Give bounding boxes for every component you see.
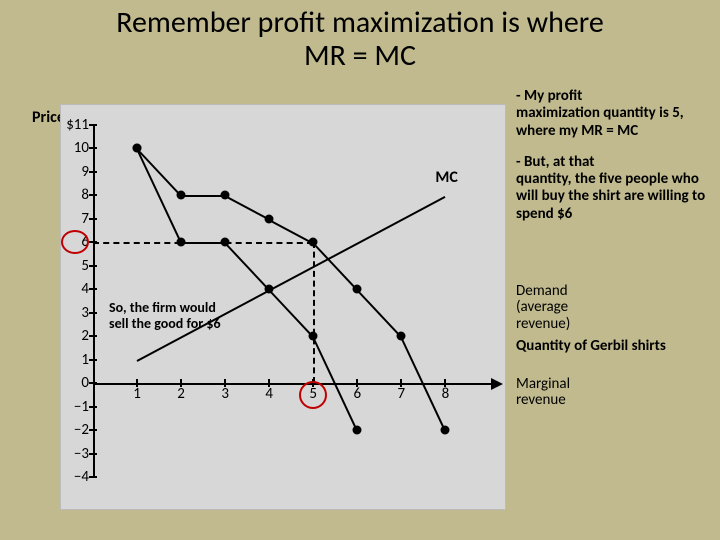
mr-line1: Marginal	[516, 375, 570, 393]
demand-point	[221, 191, 230, 200]
marginal-revenue-line	[224, 243, 270, 291]
x-tick-mark	[400, 379, 402, 387]
demand-line2: (average	[516, 298, 568, 316]
y-tick-mark	[89, 312, 97, 314]
demand-point	[441, 426, 450, 435]
y-tick-mark	[89, 382, 97, 384]
x-tick-mark	[268, 379, 270, 387]
y-axis	[93, 125, 95, 477]
title-line1: Remember profit maximization is where	[0, 6, 720, 39]
x-tick-mark	[136, 379, 138, 387]
demand-line3: revenue)	[516, 315, 570, 333]
y-tick-mark	[89, 124, 97, 126]
chart-panel: $11109876543210−1−2−3−412345678So, the f…	[60, 104, 506, 510]
note-p2b: quantity, the five people who will buy t…	[516, 170, 705, 223]
marginal-revenue-line	[136, 149, 182, 244]
marginal-revenue-line	[268, 290, 314, 338]
demand-point	[397, 332, 406, 341]
mr-point	[353, 426, 362, 435]
circle-quantity-5	[299, 381, 327, 409]
y-tick-mark	[89, 406, 97, 408]
chart-plot: $11109876543210−1−2−3−412345678So, the f…	[93, 125, 463, 477]
y-tick-mark	[89, 453, 97, 455]
note-profit-max: - My profit maximization quantity is 5, …	[516, 88, 714, 140]
label-demand: Demand (average revenue)	[516, 283, 714, 333]
mr-line2: revenue	[516, 391, 566, 409]
demand-line	[136, 149, 182, 197]
y-tick-mark	[89, 218, 97, 220]
y-tick-mark	[89, 147, 97, 149]
title-line2: MR = MC	[0, 39, 720, 72]
x-axis-label: Quantity of Gerbil shirts	[516, 338, 714, 355]
circle-price-6	[61, 230, 89, 254]
demand-point	[177, 191, 186, 200]
y-tick-mark	[89, 194, 97, 196]
y-tick-mark	[89, 265, 97, 267]
y-tick-mark	[89, 171, 97, 173]
y-tick-mark	[89, 429, 97, 431]
marginal-revenue-line	[181, 242, 225, 244]
page-title: Remember profit maximization is where MR…	[0, 0, 720, 72]
note-p1b: maximization quantity is 5, where my MR …	[516, 104, 684, 139]
demand-line1: Demand	[516, 282, 568, 300]
y-tick-mark	[89, 476, 97, 478]
mr-point	[177, 238, 186, 247]
note-p1a: - My profit	[516, 87, 582, 105]
demand-line	[313, 243, 359, 291]
x-tick-mark	[444, 379, 446, 387]
mr-point	[309, 332, 318, 341]
demand-line	[357, 290, 403, 338]
demand-line	[225, 196, 270, 221]
dashed-quantity-line	[313, 242, 315, 383]
mr-point	[221, 238, 230, 247]
y-tick-mark	[89, 288, 97, 290]
note-sell-for-6: So, the firm wouldsell the good for $6	[109, 300, 221, 332]
x-tick-mark	[224, 379, 226, 387]
label-marginal-revenue: Marginal revenue	[516, 376, 714, 409]
note-but: - But, at that quantity, the five people…	[516, 154, 714, 223]
note-p2a: - But, at that	[516, 153, 594, 171]
demand-point	[353, 285, 362, 294]
x-tick-mark	[356, 379, 358, 387]
mr-point	[133, 144, 142, 153]
side-notes: - My profit maximization quantity is 5, …	[516, 88, 714, 409]
y-tick-mark	[89, 335, 97, 337]
note-sell-l1: So, the firm would	[109, 299, 216, 316]
label-mc: MC	[435, 169, 457, 187]
note-sell-l2: sell the good for $6	[109, 315, 221, 332]
y-tick-mark	[89, 359, 97, 361]
x-tick-mark	[180, 379, 182, 387]
demand-line	[181, 195, 225, 197]
demand-point	[265, 214, 274, 223]
x-axis	[93, 383, 493, 385]
demand-point	[309, 238, 318, 247]
mr-point	[265, 285, 274, 294]
x-axis-arrow	[491, 378, 503, 390]
demand-line	[269, 219, 314, 244]
